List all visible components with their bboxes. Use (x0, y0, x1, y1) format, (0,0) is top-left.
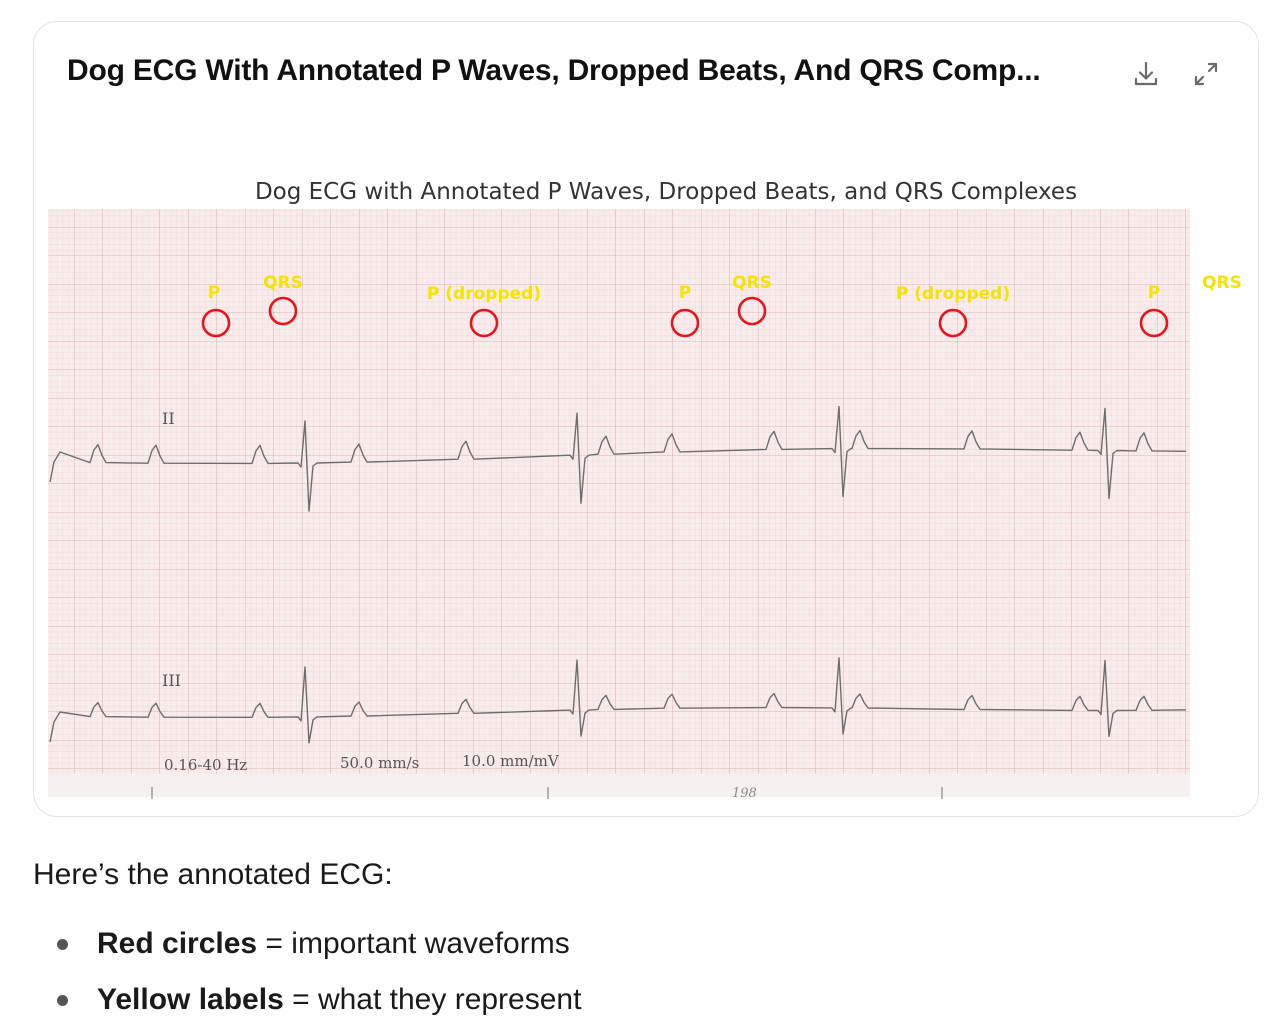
gain-label: 10.0 mm/mV (462, 752, 560, 770)
speed-label: 50.0 mm/s (340, 754, 419, 772)
bullet-item: Red circles = important waveforms (33, 918, 581, 974)
page-number: 198 (732, 786, 757, 801)
annotation-label: P (679, 283, 691, 303)
annotation-circle (938, 308, 968, 338)
lead-label-iii: III (162, 671, 181, 690)
annotation-circle (1139, 308, 1169, 338)
annotation-label: P (208, 283, 220, 303)
ecg-trace-lead-ii (49, 405, 1187, 512)
ecg-figure: Dog ECG with Annotated P Waves, Dropped … (46, 142, 1260, 802)
bullet-text: = important waveforms (257, 927, 570, 960)
annotation-circle (737, 296, 767, 326)
bullet-item: Yellow labels = what they represent (33, 974, 581, 1030)
ecg-paper (48, 209, 1190, 797)
ecg-trace-lead-iii (49, 657, 1187, 744)
download-icon[interactable] (1124, 52, 1168, 96)
image-card: Dog ECG With Annotated P Waves, Dropped … (33, 21, 1259, 817)
annotation-circle (201, 308, 231, 338)
annotation-label: QRS (1202, 273, 1242, 293)
filter-label: 0.16-40 Hz (164, 756, 247, 774)
annotation-circle (268, 296, 298, 326)
bullet-bold: Red circles (97, 927, 258, 960)
bullet-bold: Yellow labels (97, 983, 284, 1016)
bullet-text: = what they represent (283, 983, 582, 1016)
response-intro: Here’s the annotated ECG: (33, 858, 393, 891)
annotation-label: P (dropped) (896, 284, 1010, 304)
annotation-circle (670, 308, 700, 338)
annotation-label: P (dropped) (427, 284, 541, 304)
annotation-label: P (1148, 283, 1160, 303)
lead-label-ii: II (162, 409, 175, 428)
figure-title: Dog ECG with Annotated P Waves, Dropped … (255, 179, 1077, 205)
annotation-circle (469, 308, 499, 338)
response-bullets: Red circles = important waveforms Yellow… (33, 918, 581, 1030)
card-title: Dog ECG With Annotated P Waves, Dropped … (67, 54, 1041, 87)
annotation-label: QRS (732, 273, 772, 293)
expand-icon[interactable] (1184, 52, 1228, 96)
annotation-label: QRS (263, 273, 303, 293)
paper-tick-marks (151, 787, 943, 799)
